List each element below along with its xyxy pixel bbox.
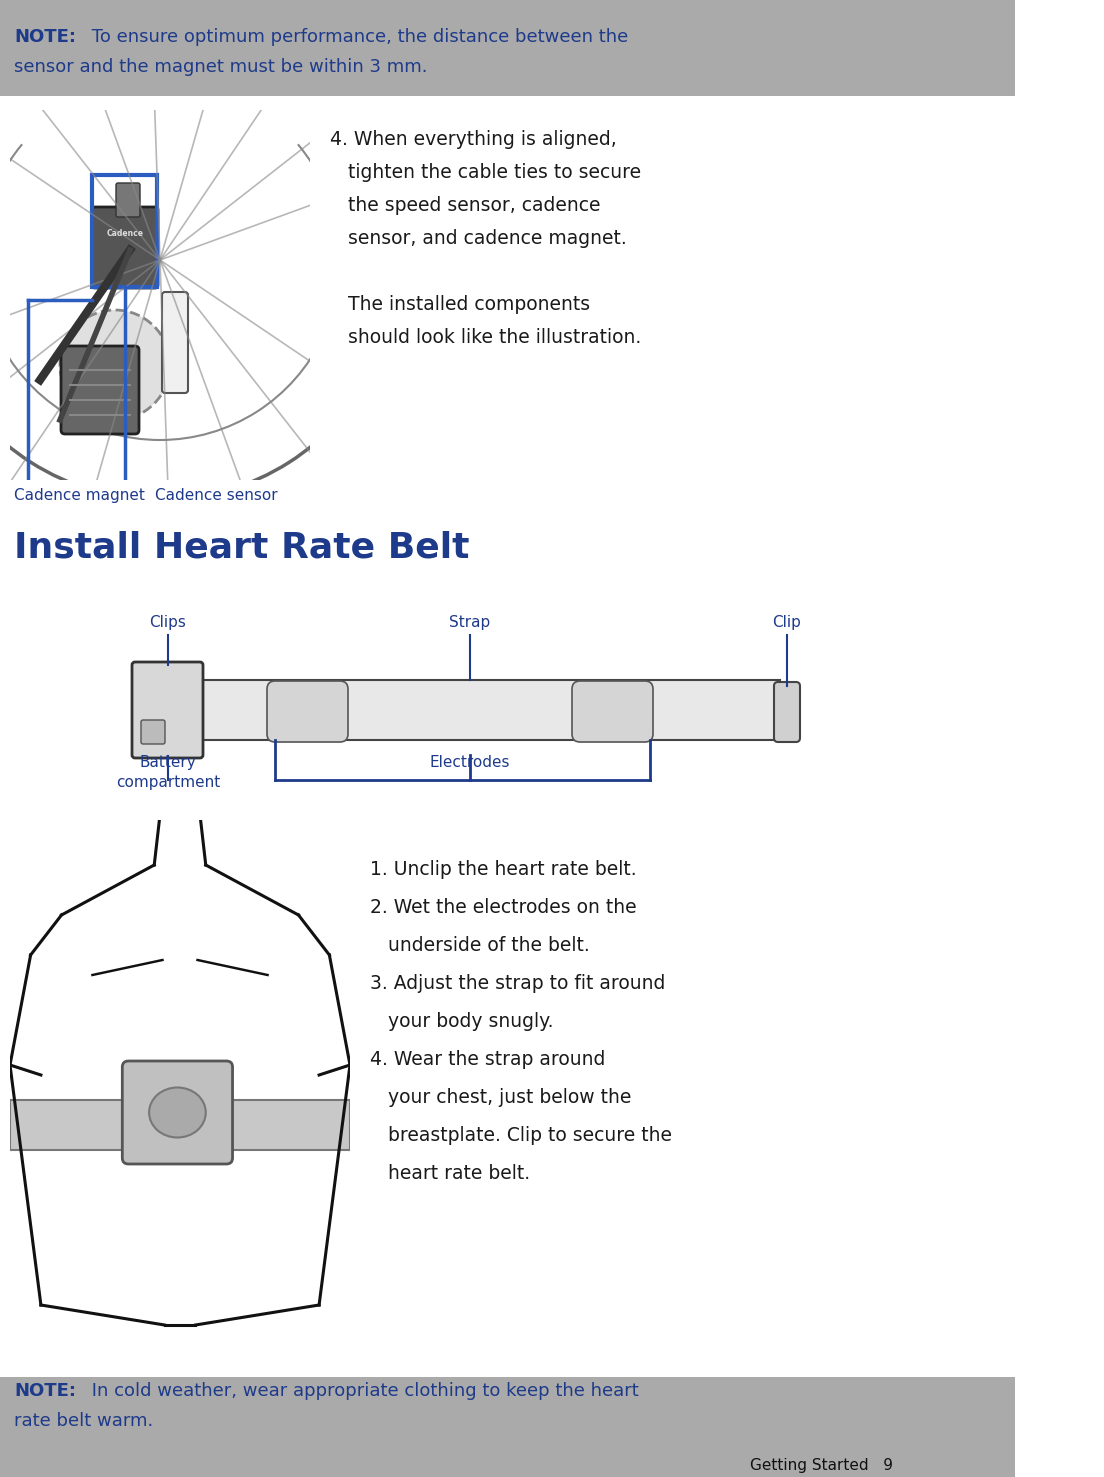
Text: The installed components: The installed components [330,295,591,315]
Text: 3. Adjust the strap to fit around: 3. Adjust the strap to fit around [370,973,666,993]
Text: the speed sensor, cadence: the speed sensor, cadence [330,196,601,216]
FancyBboxPatch shape [572,681,652,741]
Text: sensor and the magnet must be within 3 mm.: sensor and the magnet must be within 3 m… [14,58,427,75]
Text: Battery
compartment: Battery compartment [116,755,220,790]
FancyBboxPatch shape [123,1060,233,1164]
Text: tighten the cable ties to secure: tighten the cable ties to secure [330,162,641,182]
Text: NOTE:: NOTE: [14,28,76,46]
Text: In cold weather, wear appropriate clothing to keep the heart: In cold weather, wear appropriate clothi… [86,1382,639,1400]
FancyBboxPatch shape [162,292,188,393]
Text: Install Heart Rate Belt: Install Heart Rate Belt [14,530,469,564]
Text: 2. Wet the electrodes on the: 2. Wet the electrodes on the [370,898,637,917]
Circle shape [60,310,170,419]
Text: Cadence magnet: Cadence magnet [14,487,145,504]
FancyBboxPatch shape [170,679,781,740]
Text: sensor, and cadence magnet.: sensor, and cadence magnet. [330,229,627,248]
FancyBboxPatch shape [141,719,164,744]
Text: Cadence: Cadence [106,229,144,238]
Text: breastplate. Clip to secure the: breastplate. Clip to secure the [370,1125,672,1145]
FancyBboxPatch shape [116,183,140,217]
FancyBboxPatch shape [0,1377,1015,1477]
Text: Electrodes: Electrodes [429,755,510,770]
Text: your body snugly.: your body snugly. [370,1012,553,1031]
FancyBboxPatch shape [774,682,800,741]
Text: NOTE:: NOTE: [14,1382,76,1400]
FancyBboxPatch shape [267,681,348,741]
Text: 1. Unclip the heart rate belt.: 1. Unclip the heart rate belt. [370,860,637,879]
FancyBboxPatch shape [92,207,158,288]
Text: 4. Wear the strap around: 4. Wear the strap around [370,1050,605,1069]
Text: heart rate belt.: heart rate belt. [370,1164,530,1183]
Text: Strap: Strap [449,614,490,631]
Text: underside of the belt.: underside of the belt. [370,936,590,956]
Ellipse shape [149,1087,205,1137]
Text: To ensure optimum performance, the distance between the: To ensure optimum performance, the dista… [86,28,628,46]
Text: Clips: Clips [149,614,187,631]
FancyBboxPatch shape [10,1100,350,1151]
FancyBboxPatch shape [0,0,1015,96]
Text: should look like the illustration.: should look like the illustration. [330,328,641,347]
FancyBboxPatch shape [132,662,203,758]
Text: Cadence sensor: Cadence sensor [155,487,277,504]
Text: rate belt warm.: rate belt warm. [14,1412,153,1430]
Text: your chest, just below the: your chest, just below the [370,1089,631,1106]
FancyBboxPatch shape [61,346,139,434]
Text: 4. When everything is aligned,: 4. When everything is aligned, [330,130,617,149]
Text: Getting Started   9: Getting Started 9 [750,1458,893,1473]
Text: Clip: Clip [773,614,802,631]
Text: ENGLISH: ENGLISH [1052,177,1066,250]
